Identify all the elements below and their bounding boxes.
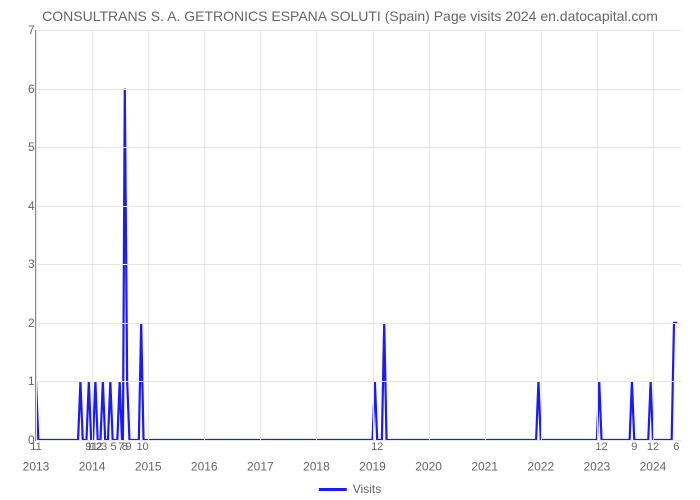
x-minor-label: 10 [136,441,148,453]
x-year-label: 2017 [247,460,274,474]
gridline-v [204,30,205,440]
x-minor-label: 11 [30,441,41,453]
x-year-label: 2023 [584,460,611,474]
x-year-label: 2015 [135,460,162,474]
gridline-v [653,30,654,440]
gridline-v [92,30,93,440]
y-tick-label: 2 [28,316,35,330]
gridline-v [148,30,149,440]
x-year-label: 2024 [640,460,667,474]
x-minor-label: 12 [647,441,659,453]
y-tick-label: 1 [28,374,35,388]
gridline-h [36,147,681,148]
x-year-label: 2020 [415,460,442,474]
legend: Visits [319,482,381,496]
y-tick-label: 6 [28,82,35,96]
legend-label: Visits [353,482,381,496]
gridline-v [260,30,261,440]
gridline-h [36,206,681,207]
y-tick-label: 5 [28,140,35,154]
x-year-label: 2021 [471,460,498,474]
x-year-label: 2022 [527,460,554,474]
y-tick-label: 7 [28,23,35,37]
gridline-v [429,30,430,440]
gridline-v [597,30,598,440]
legend-swatch [319,488,347,491]
gridline-h [36,89,681,90]
x-year-label: 2013 [23,460,50,474]
gridline-h [36,30,681,31]
x-minor-label: 5 [111,441,117,453]
x-minor-label: 12 [371,441,383,453]
plot-area: 0123456720132014201520162017201820192020… [35,30,681,441]
line-series [36,30,681,440]
y-tick-label: 4 [28,199,35,213]
gridline-v [541,30,542,440]
gridline-v [485,30,486,440]
gridline-v [316,30,317,440]
x-year-label: 2014 [79,460,106,474]
gridline-h [36,264,681,265]
x-minor-label: 12 [595,441,607,453]
gridline-v [36,30,37,440]
x-year-label: 2018 [303,460,330,474]
x-minor-label: 6 [673,441,679,453]
x-year-label: 2016 [191,460,218,474]
x-year-label: 2019 [359,460,386,474]
chart-title: CONSULTRANS S. A. GETRONICS ESPANA SOLUT… [0,0,700,24]
x-minor-label: 9 [125,441,131,453]
gridline-h [36,440,681,441]
x-minor-label: 9 [631,441,637,453]
gridline-h [36,381,681,382]
gridline-h [36,323,681,324]
x-minor-label: 3 [101,441,107,453]
gridline-v [373,30,374,440]
y-tick-label: 3 [28,257,35,271]
